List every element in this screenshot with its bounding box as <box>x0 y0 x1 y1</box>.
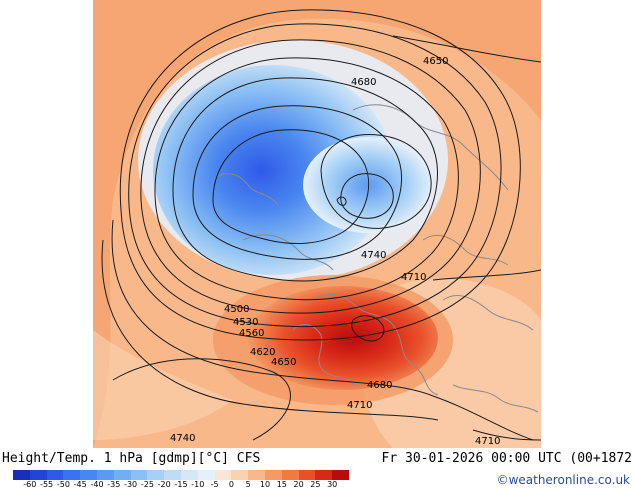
legend-swatch <box>197 470 215 480</box>
legend-tick-label: -40 <box>90 480 104 489</box>
legend-swatch <box>130 470 148 480</box>
legend-swatch <box>13 470 30 480</box>
legend-swatch <box>231 470 249 480</box>
legend-swatch <box>281 470 299 480</box>
contour-label: 4560 <box>239 328 264 339</box>
contour-label: 4680 <box>351 77 376 88</box>
map-canvas: 4650 4680 4740 4710 4500 4530 4560 4620 … <box>93 0 542 448</box>
contour-label: 4740 <box>361 250 386 261</box>
legend-swatch <box>214 470 232 480</box>
contour-labels: 4650 4680 4740 4710 4500 4530 4560 4620 … <box>170 56 500 447</box>
legend-tick-label: 10 <box>259 480 271 489</box>
contour-label: 4650 <box>423 56 448 67</box>
weather-map: 4650 4680 4740 4710 4500 4530 4560 4620 … <box>93 0 542 448</box>
legend-swatch <box>113 470 131 480</box>
legend-tick-label: 5 <box>245 480 251 489</box>
legend-swatch <box>96 470 114 480</box>
contour-label: 4650 <box>271 357 296 368</box>
legend-swatch <box>63 470 81 480</box>
contour-label: 4710 <box>401 272 426 283</box>
contour-label: 4620 <box>250 347 275 358</box>
legend-ticks: -60 -55 -50 -45 -40 -35 -30 -25 -20 -15 -10 -5 0 5 10 1… <box>13 480 349 490</box>
legend-swatch <box>332 470 349 480</box>
legend-tick-label: -30 <box>124 480 138 489</box>
mild-area-southwest <box>93 330 233 440</box>
legend-tick-label: -45 <box>73 480 87 489</box>
legend-tick-label: 20 <box>293 480 304 489</box>
color-legend: -60 -55 -50 -45 -40 -35 -30 -25 -20 -15 -10 -5 0 5 10 1… <box>13 470 349 490</box>
legend-tick-label: -60 <box>23 480 37 489</box>
legend-tick-label: -10 <box>191 480 205 489</box>
warm-band-west <box>93 0 541 448</box>
legend-swatch <box>147 470 165 480</box>
legend-tick-label: -55 <box>40 480 54 489</box>
legend-swatches <box>13 470 349 480</box>
legend-tick-label: 30 <box>327 480 338 489</box>
legend-swatch <box>248 470 265 480</box>
legend-tick-label: 25 <box>310 480 321 489</box>
legend-tick-label: -35 <box>107 480 121 489</box>
legend-swatch <box>264 470 282 480</box>
copyright-link[interactable]: ©weatheronline.co.uk <box>496 473 630 487</box>
legend-tick-label: -5 <box>210 480 219 489</box>
coastlines <box>212 104 539 413</box>
contour-label: 4680 <box>367 380 392 391</box>
legend-swatch <box>164 470 181 480</box>
legend-tick-label: -15 <box>174 480 188 489</box>
cold-lobe-east <box>303 137 433 233</box>
forecast-datetime: Fr 30-01-2026 00:00 UTC (00+1872 <box>381 451 632 466</box>
legend-tick-label: -20 <box>157 480 171 489</box>
map-title: Height/Temp. 1 hPa [gdmp][°C] CFS <box>2 451 261 466</box>
contour-label: 4710 <box>475 436 500 447</box>
legend-swatch <box>298 470 316 480</box>
legend-swatch <box>29 470 47 480</box>
legend-swatch <box>180 470 198 480</box>
legend-swatch <box>80 470 97 480</box>
legend-tick-label: 15 <box>276 480 287 489</box>
contour-label: 4500 <box>224 304 249 315</box>
contour-label: 4530 <box>233 317 258 328</box>
legend-swatch <box>46 470 64 480</box>
legend-swatch <box>315 470 333 480</box>
height-contours <box>101 9 542 441</box>
legend-tick-label: -50 <box>56 480 70 489</box>
contour-label: 4710 <box>347 400 372 411</box>
legend-tick-label: -25 <box>140 480 154 489</box>
contour-label: 4740 <box>170 433 195 444</box>
legend-tick-label: 0 <box>228 480 234 489</box>
